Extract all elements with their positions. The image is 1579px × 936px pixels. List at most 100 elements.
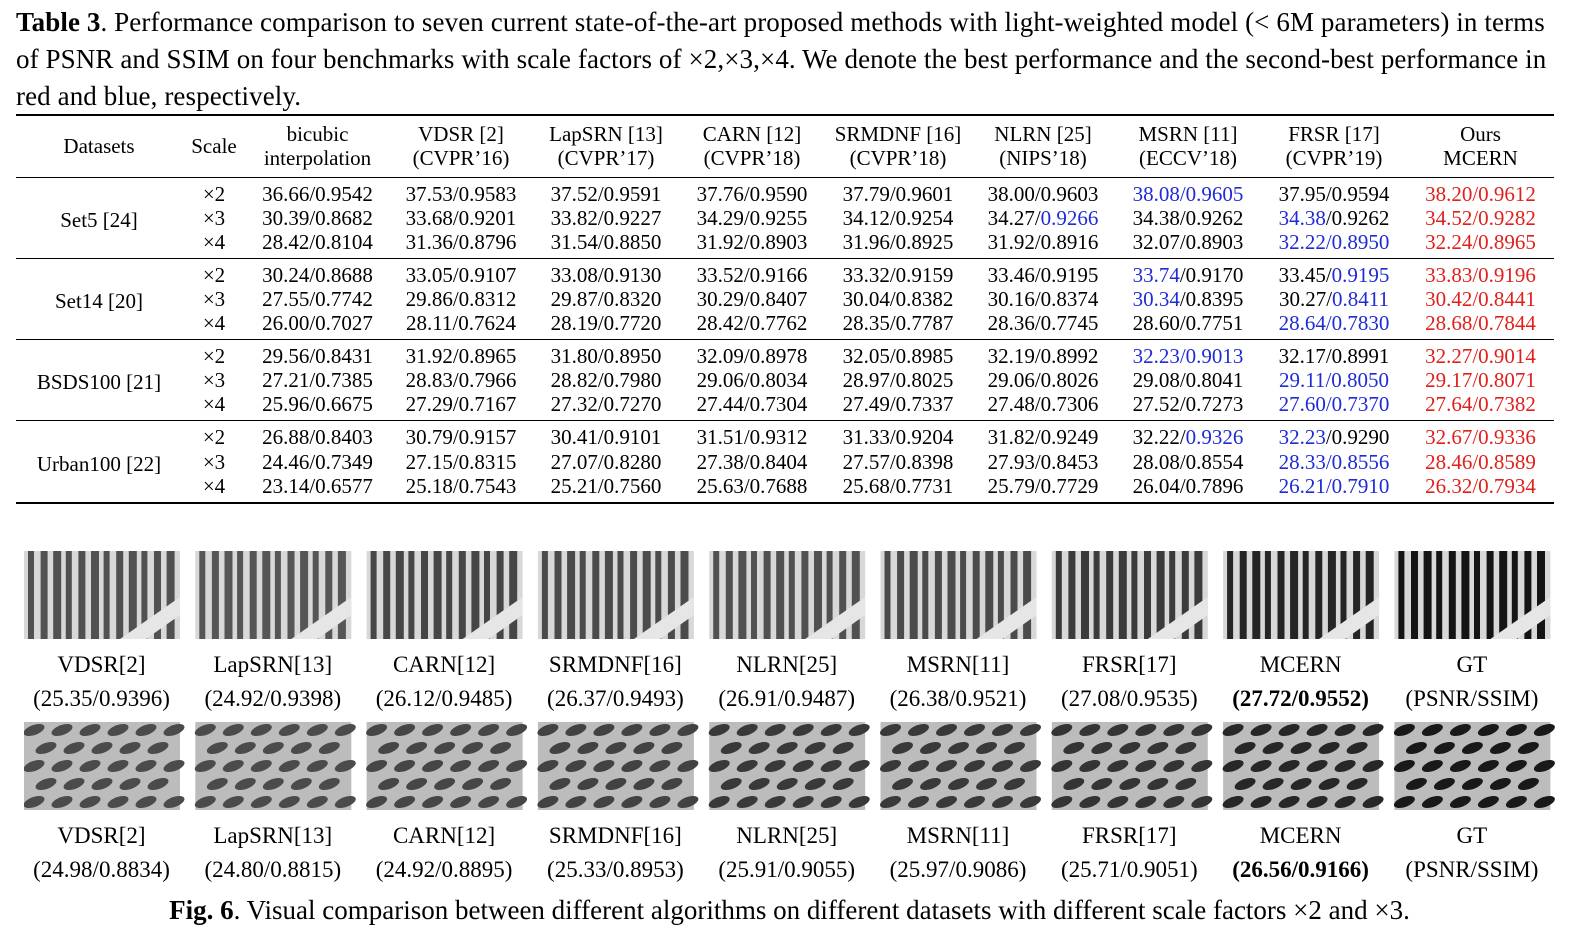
method-name: MSRN[11]	[906, 823, 1010, 848]
ssim-value: 0.7306	[1040, 392, 1099, 417]
thumbnail-stripes	[1394, 551, 1551, 639]
ssim-value: 0.9590	[749, 181, 808, 206]
psnr-value: 29.87	[550, 286, 598, 311]
ssim-value: 0.7896	[1185, 473, 1244, 498]
ssim-value: 0.8431	[315, 344, 373, 369]
psnr-value: 27.49	[842, 392, 890, 417]
result-cell: 34.29/0.9255	[679, 206, 825, 230]
result-cell: 30.41/0.9101	[533, 421, 679, 449]
separator: /	[452, 205, 459, 230]
thumbnail-stripes	[195, 551, 352, 639]
psnr-value: 30.34	[1132, 286, 1180, 311]
header-line-1: CARN [12]	[702, 122, 802, 147]
scale-factor: ×3	[202, 449, 226, 474]
ssim-value: 0.6675	[315, 392, 373, 417]
header-cell: LapSRN [13] (CVPR’17)	[533, 114, 679, 178]
result-cell: 29.08/0.8041	[1115, 368, 1261, 392]
result-cell: 27.15/0.8315	[389, 449, 533, 474]
psnr-value: 33.83	[1425, 262, 1473, 287]
method-name: CARN[12]	[392, 652, 496, 677]
separator: /	[1034, 205, 1041, 230]
psnr-value: 33.32	[842, 262, 890, 287]
header-cell: Datasets	[16, 114, 182, 178]
figure-label: SRMDNF[16] (26.37/0.9493)	[530, 648, 701, 716]
header-line-1: Scale	[191, 134, 237, 159]
result-cell: 27.55/0.7742	[246, 287, 389, 311]
separator: /	[889, 473, 896, 498]
header-cell: VDSR [2] (CVPR’16)	[389, 114, 533, 178]
psnr-value: 29.17	[1425, 368, 1473, 393]
result-cell: 32.05/0.8985	[825, 340, 971, 368]
psnr-value: 30.16	[987, 286, 1035, 311]
method-name: MCERN	[1259, 823, 1342, 848]
psnr-value: 28.68	[1425, 311, 1473, 336]
psnr-value: 33.45	[1278, 262, 1326, 287]
psnr-value: 28.33	[1278, 449, 1326, 474]
dataset-name: Set14 [20]	[16, 258, 182, 341]
scale-factor: ×3	[202, 205, 226, 230]
result-cell: 26.32/0.7934	[1407, 473, 1554, 504]
ssim-value: 0.9013	[1185, 344, 1244, 369]
ssim-value: 0.9170	[1185, 262, 1244, 287]
separator: /	[1472, 473, 1479, 498]
header-line-1: SRMDNF [16]	[834, 122, 962, 147]
psnr-value: 31.51	[696, 425, 744, 450]
table-row: ×3 24.46/0.7349 27.15/0.8315 27.07/0.8280 27…	[16, 449, 1554, 474]
ssim-value: 0.8395	[1185, 286, 1244, 311]
ssim-value: 0.9594	[1331, 181, 1390, 206]
separator: /	[309, 262, 316, 287]
result-cell: 28.19/0.7720	[533, 311, 679, 341]
psnr-value: 25.68	[842, 473, 890, 498]
psnr-ssim-value: (26.38/0.9521)	[889, 686, 1027, 711]
separator: /	[743, 473, 750, 498]
result-cell: 28.83/0.7966	[389, 368, 533, 392]
separator: /	[1472, 392, 1479, 417]
figure-label: VDSR[2] (24.98/0.8834)	[16, 819, 187, 887]
ssim-value: 0.7167	[458, 392, 517, 417]
separator: /	[889, 205, 896, 230]
psnr-value: 30.27	[1278, 286, 1327, 311]
method-name: FRSR[17]	[1082, 652, 1177, 677]
ssim-value: 0.9591	[603, 181, 662, 206]
header-line-1: FRSR [17]	[1288, 122, 1380, 147]
ssim-value: 0.9282	[1478, 205, 1536, 230]
ssim-value: 0.9157	[458, 425, 517, 450]
thumbnail-stripes	[24, 551, 180, 639]
header-line-2: (CVPR’18)	[703, 146, 801, 171]
psnr-value: 34.27	[987, 205, 1035, 230]
thumbnail-pattern	[708, 722, 870, 810]
result-cell: 27.07/0.8280	[533, 449, 679, 474]
separator: /	[889, 286, 896, 311]
table-row: ×3 27.55/0.7742 29.86/0.8312 29.87/0.8320 30…	[16, 287, 1554, 311]
psnr-value: 25.21	[550, 473, 598, 498]
ssim-value: 0.9612	[1478, 181, 1536, 206]
separator: /	[597, 344, 604, 369]
result-cell: 32.19/0.8992	[971, 340, 1115, 368]
separator: /	[743, 344, 750, 369]
table-caption-text: . Performance comparison to seven curren…	[16, 7, 1547, 111]
result-cell: 38.20/0.9612	[1407, 177, 1554, 206]
ssim-value: 0.7270	[603, 392, 662, 417]
ssim-value: 0.9166	[749, 262, 808, 287]
result-cell: 31.36/0.8796	[389, 229, 533, 259]
separator: /	[1472, 344, 1479, 369]
psnr-value: 28.42	[696, 311, 744, 336]
psnr-value: 34.29	[696, 205, 744, 230]
separator: /	[452, 262, 459, 287]
psnr-value: 28.08	[1132, 449, 1180, 474]
psnr-value: 33.74	[1132, 262, 1180, 287]
separator: /	[1179, 181, 1186, 206]
header-cell: Scale	[182, 114, 246, 178]
psnr-value: 27.38	[696, 449, 744, 474]
scale-factor: ×3	[202, 286, 226, 311]
psnr-value: 32.23	[1132, 344, 1180, 369]
figure-label: MCERN (26.56/0.9166)	[1215, 819, 1386, 887]
separator: /	[889, 425, 896, 450]
psnr-value: 30.24	[262, 262, 310, 287]
separator: /	[1034, 425, 1041, 450]
result-cell: 28.64/0.7830	[1261, 311, 1407, 341]
result-cell: 27.52/0.7273	[1115, 392, 1261, 422]
separator: /	[309, 286, 316, 311]
ssim-value: 0.8104	[315, 229, 373, 254]
ssim-value: 0.9249	[1040, 425, 1099, 450]
